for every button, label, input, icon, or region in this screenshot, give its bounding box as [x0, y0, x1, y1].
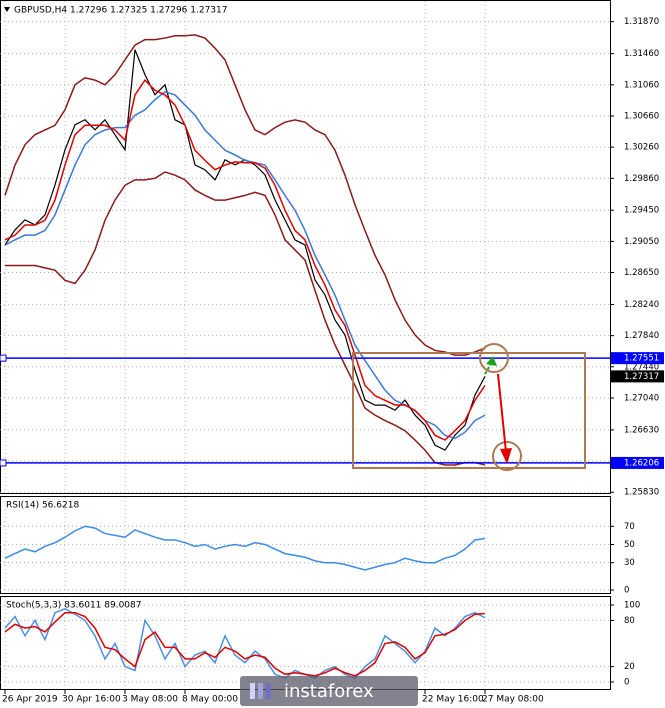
y-tick-label: 1.29450	[624, 206, 659, 216]
y-tick-label: 1.25830	[624, 488, 659, 498]
last-price-label: 1.27317	[624, 372, 659, 382]
y-tick-label: 1.30660	[624, 111, 659, 121]
data-layer	[0, 34, 610, 680]
y-tick-label: 1.29050	[624, 237, 659, 247]
level-label-box	[611, 352, 664, 365]
y-tick-label: 1.31870	[624, 17, 659, 27]
series-line	[4, 34, 486, 356]
y-tick-label: 80	[624, 616, 635, 626]
watermark: instaforex	[240, 676, 418, 706]
level-box	[0, 459, 7, 467]
annotations	[352, 343, 586, 471]
target-circle	[492, 441, 522, 471]
series-line	[5, 171, 486, 466]
watermark-box	[240, 676, 418, 706]
y-tick-label: 1.28240	[624, 300, 659, 310]
main-frame	[0, 0, 611, 494]
menu-triangle	[4, 7, 10, 12]
target-circle	[479, 343, 509, 373]
x-tick-label: 8 May 00:00	[182, 695, 238, 705]
range-box	[352, 352, 586, 469]
level-box	[0, 354, 7, 362]
y-tick-label: 20	[624, 662, 635, 672]
arrow-head	[500, 448, 512, 464]
last-price-box	[611, 370, 664, 383]
grid-layer	[0, 1, 614, 694]
x-tick-label: 3 May 08:00	[122, 695, 178, 705]
watermark-logo	[258, 683, 263, 699]
chart-title: GBPUSD,H4 1.27296 1.27325 1.27296 1.2731…	[14, 6, 227, 16]
arrow-down	[497, 373, 507, 453]
x-tick-label: 27 May 08:00	[482, 695, 544, 705]
level-label: 1.26206	[624, 458, 659, 468]
y-tick-label: 100	[624, 601, 640, 611]
y-tick-label: 1.29860	[624, 174, 659, 184]
level-label: 1.27551	[624, 354, 659, 364]
watermark-logo	[250, 683, 255, 699]
x-tick-label: 22 May 16:00	[422, 695, 484, 705]
rsi-title: RSI(14) 56.6218	[6, 501, 79, 511]
stoch-title: Stoch(5,3,3) 83.6011 89.0087	[6, 601, 141, 611]
watermark-text: instaforex	[284, 681, 374, 702]
y-tick-label: 1.27440	[624, 362, 659, 372]
y-tick-label: 1.26630	[624, 425, 659, 435]
x-tick-label: 26 Apr 2019	[2, 695, 58, 705]
y-tick-label: 1.31060	[624, 80, 659, 90]
y-tick-label: 30	[624, 558, 635, 568]
y-tick-label: 50	[624, 540, 635, 550]
y-tick-label: 0	[624, 678, 629, 688]
y-tick-label: 1.31460	[624, 49, 659, 59]
watermark-logo	[266, 683, 271, 699]
x-tick-label: 30 Apr 16:00	[62, 695, 121, 705]
series-line	[4, 608, 486, 680]
arrow-head	[486, 356, 497, 366]
y-tick-label: 1.28650	[624, 268, 659, 278]
series-line	[4, 78, 486, 441]
y-tick-label: 0	[624, 586, 629, 596]
y-tick-label: 1.27040	[624, 393, 659, 403]
y-tick-label: 70	[624, 522, 635, 532]
series-line	[4, 525, 486, 571]
panel-frames	[0, 0, 611, 690]
y-tick-label: 1.30260	[624, 143, 659, 153]
level-label-box	[611, 456, 664, 469]
y-tick-label: 1.27840	[624, 331, 659, 341]
series-line	[4, 611, 486, 677]
